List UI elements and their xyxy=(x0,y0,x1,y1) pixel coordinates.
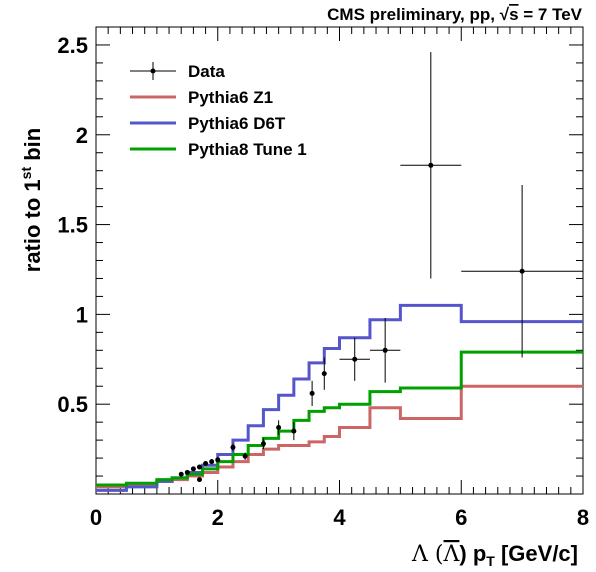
data-point xyxy=(230,444,236,450)
data-point xyxy=(190,466,196,472)
data-point xyxy=(242,453,248,459)
y-axis: 0.5 1 1.5 2 2.5 xyxy=(57,26,583,495)
y-tick-label: 2 xyxy=(76,123,88,148)
data-point xyxy=(203,460,209,466)
data-point xyxy=(209,459,215,465)
data-point xyxy=(309,390,315,396)
series-pythia8-tune-1 xyxy=(96,350,583,487)
chart-title: CMS preliminary, pp, √s = 7 TeV xyxy=(327,5,583,24)
series-data xyxy=(178,52,583,483)
y-tick-label: 1 xyxy=(76,302,88,327)
y-tick-label: 0.5 xyxy=(57,392,88,417)
legend-label: Pythia8 Tune 1 xyxy=(188,140,307,159)
legend: Data Pythia6 Z1 Pythia6 D6T Pythia8 Tune 1 xyxy=(130,62,307,159)
data-point xyxy=(260,441,266,447)
y-tick-label: 2.5 xyxy=(57,33,88,58)
data-point xyxy=(428,162,434,168)
data-point xyxy=(184,469,190,475)
data-point xyxy=(178,471,184,477)
series-pythia6-z1 xyxy=(96,384,583,489)
series-layer xyxy=(96,52,583,492)
x-axis: 0 2 4 6 8 xyxy=(90,27,589,530)
data-point xyxy=(291,428,297,434)
x-tick-label: 4 xyxy=(333,505,346,530)
series-pythia6-d6t xyxy=(96,303,583,492)
data-point xyxy=(352,356,358,362)
legend-marker-data-dot xyxy=(150,68,156,74)
data-point xyxy=(276,425,282,431)
data-point xyxy=(196,477,202,483)
x-tick-label: 8 xyxy=(577,505,589,530)
x-tick-label: 0 xyxy=(90,505,102,530)
x-tick-label: 6 xyxy=(455,505,467,530)
legend-label: Pythia6 D6T xyxy=(188,114,286,133)
data-point xyxy=(321,371,327,377)
legend-label: Pythia6 Z1 xyxy=(188,88,273,107)
legend-label: Data xyxy=(188,62,225,81)
y-axis-label: ratio to 1st bin xyxy=(18,128,45,272)
y-tick-label: 1.5 xyxy=(57,213,88,238)
x-tick-label: 2 xyxy=(212,505,224,530)
x-axis-label: Λ (Λ) pT [GeV/c] xyxy=(411,541,578,569)
data-point xyxy=(215,457,221,463)
data-point xyxy=(382,347,388,353)
data-point xyxy=(519,268,525,274)
data-point xyxy=(196,464,202,470)
